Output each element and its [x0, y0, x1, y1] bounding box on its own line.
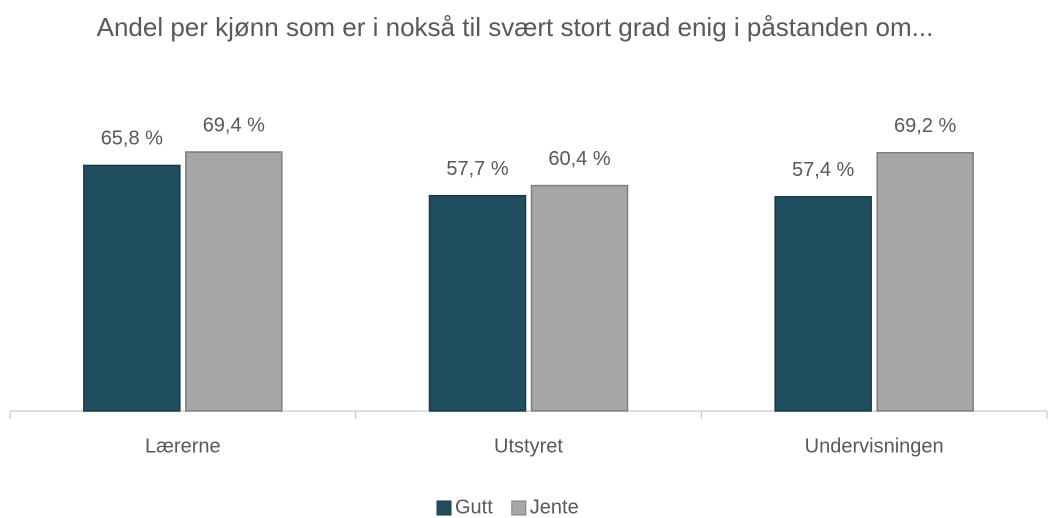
data-label: 69,2 % — [894, 115, 956, 137]
chart-title: Andel per kjønn som er i nokså til svært… — [96, 12, 934, 42]
bar — [530, 184, 629, 412]
x-tick-label: Lærerne — [145, 435, 221, 457]
data-label: 60,4 % — [548, 148, 610, 170]
bar — [185, 151, 283, 412]
bar — [428, 194, 527, 412]
bar — [876, 151, 974, 412]
data-label: 57,4 % — [792, 159, 854, 181]
x-tick-label: Utstyret — [494, 435, 563, 457]
bar — [774, 196, 872, 412]
legend-swatch — [436, 500, 452, 516]
bar — [83, 164, 181, 412]
legend-label: Gutt — [455, 496, 493, 518]
data-label: 57,7 % — [446, 158, 508, 180]
data-label: 69,4 % — [203, 114, 265, 136]
legend-label: Jente — [530, 496, 579, 518]
x-tick-label: Undervisningen — [805, 435, 944, 457]
legend-swatch — [511, 500, 527, 516]
data-label: 65,8 % — [101, 128, 163, 150]
